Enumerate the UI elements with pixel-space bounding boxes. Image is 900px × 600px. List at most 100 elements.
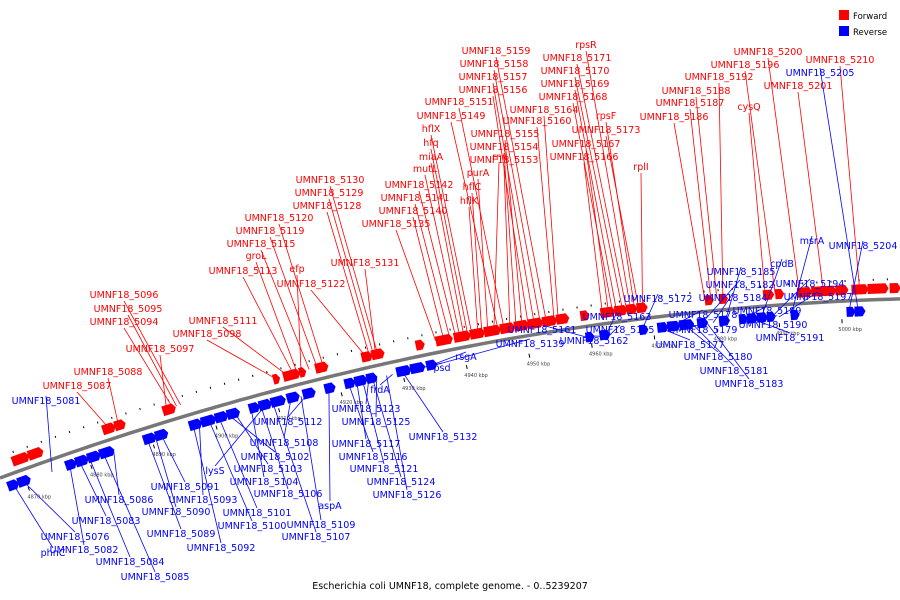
forward-gene-label: UMNF18_5120 xyxy=(245,213,314,224)
reverse-gene-19 xyxy=(353,374,368,387)
forward-gene-label: UMNF18_5098 xyxy=(173,329,242,340)
reverse-gene-label: UMNF18_5093 xyxy=(169,495,238,506)
tick-label: 4920 kbp xyxy=(340,400,364,406)
reverse-gene-label-leader xyxy=(848,240,864,313)
reverse-gene-label: psd xyxy=(433,363,450,374)
reverse-gene-label-leader xyxy=(426,351,467,368)
reverse-gene-label-leader xyxy=(375,377,378,418)
reverse-gene-label-leader xyxy=(287,394,308,418)
reverse-gene-label: UMNF18_5102 xyxy=(241,452,310,463)
reverse-gene-label: UMNF18_5190 xyxy=(739,320,808,331)
forward-gene-10 xyxy=(370,348,385,361)
forward-gene-label: rnr xyxy=(492,152,506,163)
reverse-gene-3 xyxy=(73,454,89,468)
minor-tick xyxy=(82,426,85,429)
forward-gene-label: UMNF18_5156 xyxy=(459,85,528,96)
forward-gene-label: UMNF18_5142 xyxy=(385,180,454,191)
reverse-gene-label-leader xyxy=(379,373,393,386)
reverse-gene-label: UMNF18_5161 xyxy=(508,325,577,336)
forward-gene-label: UMNF18_5160 xyxy=(503,116,572,127)
reverse-gene-label-leader xyxy=(819,67,859,313)
reverse-gene-label: UMNF18_5205 xyxy=(786,68,855,79)
forward-gene-label: UMNF18_5129 xyxy=(295,188,364,199)
reverse-gene-label-leader xyxy=(229,415,276,453)
reverse-gene-label-leader xyxy=(661,328,691,341)
reverse-gene-label-leader xyxy=(45,395,53,473)
minor-tick xyxy=(308,360,310,363)
forward-gene-label: UMNF18_5097 xyxy=(126,344,195,355)
forward-gene-label-leader xyxy=(574,89,617,311)
reverse-gene-label: lysS xyxy=(205,466,224,477)
reverse-gene-label-leader xyxy=(693,324,735,367)
reverse-gene-label: UMNF18_5083 xyxy=(72,516,141,527)
tick-mark xyxy=(653,335,656,340)
tick-label: 5000 kbp xyxy=(838,327,862,333)
forward-gene-label-leader xyxy=(748,112,766,295)
forward-gene-label-leader xyxy=(260,249,310,370)
tick-mark xyxy=(403,377,406,383)
forward-gene-label-leader xyxy=(839,65,860,289)
forward-gene-label: UMNF18_5122 xyxy=(277,279,346,290)
forward-gene-label: UMNF18_5192 xyxy=(685,72,754,83)
reverse-gene-37 xyxy=(846,306,856,317)
reverse-gene-label: UMNF18_5189 xyxy=(733,306,802,317)
reverse-gene-label-leader xyxy=(386,375,408,491)
minor-tick xyxy=(294,363,296,366)
forward-gene-label-leader xyxy=(797,91,824,291)
forward-gene-29 xyxy=(774,288,785,300)
reverse-gene-label: UMNF18_5182 xyxy=(706,280,775,291)
forward-gene-label-leader xyxy=(458,107,505,328)
reverse-gene-label-leader xyxy=(79,462,107,517)
forward-gene-3 xyxy=(113,419,126,432)
reverse-gene-label-leader xyxy=(250,409,265,478)
reverse-gene-label-leader xyxy=(706,323,750,380)
reverse-gene-label: UMNF18_5109 xyxy=(287,520,356,531)
minor-tick xyxy=(68,430,71,434)
forward-gene-label: UMNF18_5173 xyxy=(572,125,641,136)
reverse-gene-5 xyxy=(97,446,115,460)
forward-gene-label: UMNF18_5087 xyxy=(43,381,112,392)
forward-gene-label-leader xyxy=(326,211,370,356)
reverse-gene-6 xyxy=(141,432,157,446)
reverse-gene-label-leader xyxy=(23,481,76,533)
reverse-gene-10 xyxy=(213,411,228,424)
forward-gene-label: rpsF xyxy=(596,111,616,122)
reverse-gene-label: UMNF18_5081 xyxy=(12,396,81,407)
forward-gene-label-leader xyxy=(572,102,613,311)
reverse-gene-label: UMNF18_5181 xyxy=(700,366,769,377)
reverse-gene-label-leader xyxy=(218,418,258,509)
forward-gene-label: efp xyxy=(289,264,304,275)
reverse-gene-label: UMNF18_5177 xyxy=(656,340,725,351)
reverse-gene-12 xyxy=(247,402,260,414)
tick-mark xyxy=(465,364,468,370)
forward-gene-label-leader xyxy=(430,148,469,335)
reverse-gene-label-leader xyxy=(641,293,659,332)
forward-gene-label-leader xyxy=(543,115,559,319)
minor-tick xyxy=(26,445,29,448)
tick-mark xyxy=(27,486,30,491)
forward-gene-31 xyxy=(811,285,837,297)
forward-gene-32 xyxy=(835,285,849,296)
forward-gene-label: UMNF18_5113 xyxy=(209,266,278,277)
forward-gene-label-leader xyxy=(222,326,288,376)
forward-gene-label: UMNF18_5115 xyxy=(227,239,296,250)
reverse-gene-27 xyxy=(656,322,669,333)
tick-label: 4880 kbp xyxy=(90,473,114,479)
minor-tick xyxy=(96,421,99,424)
reverse-gene-17 xyxy=(323,382,336,395)
reverse-gene-label: UMNF18_5178 xyxy=(669,310,738,321)
reverse-gene-label: UMNF18_5082 xyxy=(50,545,119,556)
forward-gene-label-leader xyxy=(585,50,631,309)
forward-gene-label: UMNF18_5119 xyxy=(236,226,305,237)
reverse-gene-label-leader xyxy=(260,406,289,490)
minor-tick xyxy=(266,370,268,374)
forward-gene-label-leader xyxy=(605,121,635,308)
reverse-gene-label-leader xyxy=(541,324,590,339)
forward-gene-label: UMNF18_5201 xyxy=(764,81,833,92)
forward-gene-label-leader xyxy=(430,162,465,336)
reverse-gene-label: UMNF18_5104 xyxy=(230,477,299,488)
reverse-gene-9 xyxy=(199,414,217,428)
reverse-gene-label: UMNF18_5183 xyxy=(715,379,784,390)
reverse-gene-label: UMNF18_5162 xyxy=(560,336,629,347)
reverse-gene-label: frdA xyxy=(370,385,390,396)
